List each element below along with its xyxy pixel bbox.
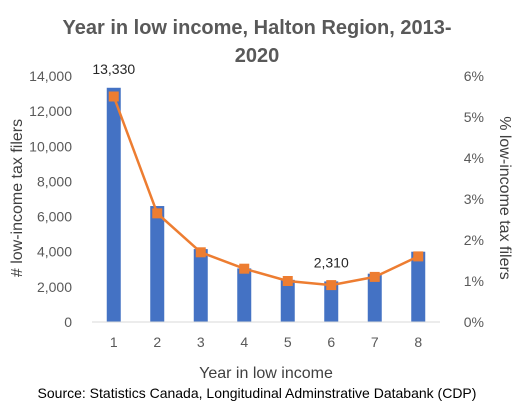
bar	[324, 281, 339, 322]
y-tick-label: 4,000	[37, 244, 72, 260]
x-tick-label: 1	[110, 334, 118, 350]
y2-tick-label: 3%	[464, 191, 484, 207]
source-note: Source: Statistics Canada, Longitudinal …	[38, 385, 477, 401]
bar	[106, 87, 121, 322]
x-tick-label: 6	[327, 334, 335, 350]
bar	[367, 273, 382, 322]
y2-tick-label: 1%	[464, 273, 484, 289]
line-point	[413, 251, 424, 262]
y-axis-label: # low-income tax filers	[9, 119, 26, 277]
y2-tick-label: 4%	[464, 150, 484, 166]
data-labels: 13,330 2,310	[92, 61, 349, 271]
bar-series	[106, 87, 426, 322]
line-point	[195, 247, 206, 258]
bar	[193, 249, 208, 322]
y2-tick-label: 5%	[464, 109, 484, 125]
x-tick-label: 2	[153, 334, 161, 350]
x-tick-label: 7	[371, 334, 379, 350]
y-tick-label: 12,000	[29, 103, 72, 119]
line-point	[152, 208, 163, 219]
bar	[280, 279, 295, 322]
y2-tick-label: 6%	[464, 68, 484, 84]
y2-tick-label: 2%	[464, 232, 484, 248]
line-point	[108, 91, 119, 102]
chart-title-line-2: 2020	[235, 45, 280, 67]
y-tick-label: 8,000	[37, 173, 72, 189]
x-axis-label: Year in low income	[199, 365, 333, 382]
line-point	[369, 271, 380, 282]
line-point	[326, 280, 337, 291]
series-line	[112, 96, 419, 287]
y-tick-label: 2,000	[37, 279, 72, 295]
line-series	[108, 91, 424, 291]
y-tick-label: 0	[64, 314, 72, 330]
x-tick-label: 3	[197, 334, 205, 350]
chart-title-line-1: Year in low income, Halton Region, 2013-	[63, 17, 452, 39]
bar	[150, 206, 165, 322]
line-point	[282, 276, 293, 286]
y-tick-label: 6,000	[37, 209, 72, 225]
bar	[411, 251, 426, 322]
bar	[237, 268, 252, 322]
y2-tick-label: 0%	[464, 314, 484, 330]
line-point	[239, 263, 250, 274]
y-tick-label: 14,000	[29, 68, 72, 84]
left-axis-ticks: 0 2,000 4,000 6,000 8,000 10,000 12,000 14,000	[29, 68, 72, 330]
data-label: 2,310	[314, 254, 349, 270]
data-label: 13,330	[92, 61, 135, 77]
right-axis-ticks: 0% 1% 2% 3% 4% 5% 6%	[464, 68, 484, 330]
x-tick-label: 5	[284, 334, 292, 350]
x-tick-label: 4	[240, 334, 248, 350]
x-tick-label: 8	[414, 334, 422, 350]
y-tick-label: 10,000	[29, 138, 72, 154]
x-axis-ticks: 1 2 3 4 5 6 7 8	[110, 334, 423, 350]
y2-axis-label: % low-income tax filers	[496, 116, 513, 280]
